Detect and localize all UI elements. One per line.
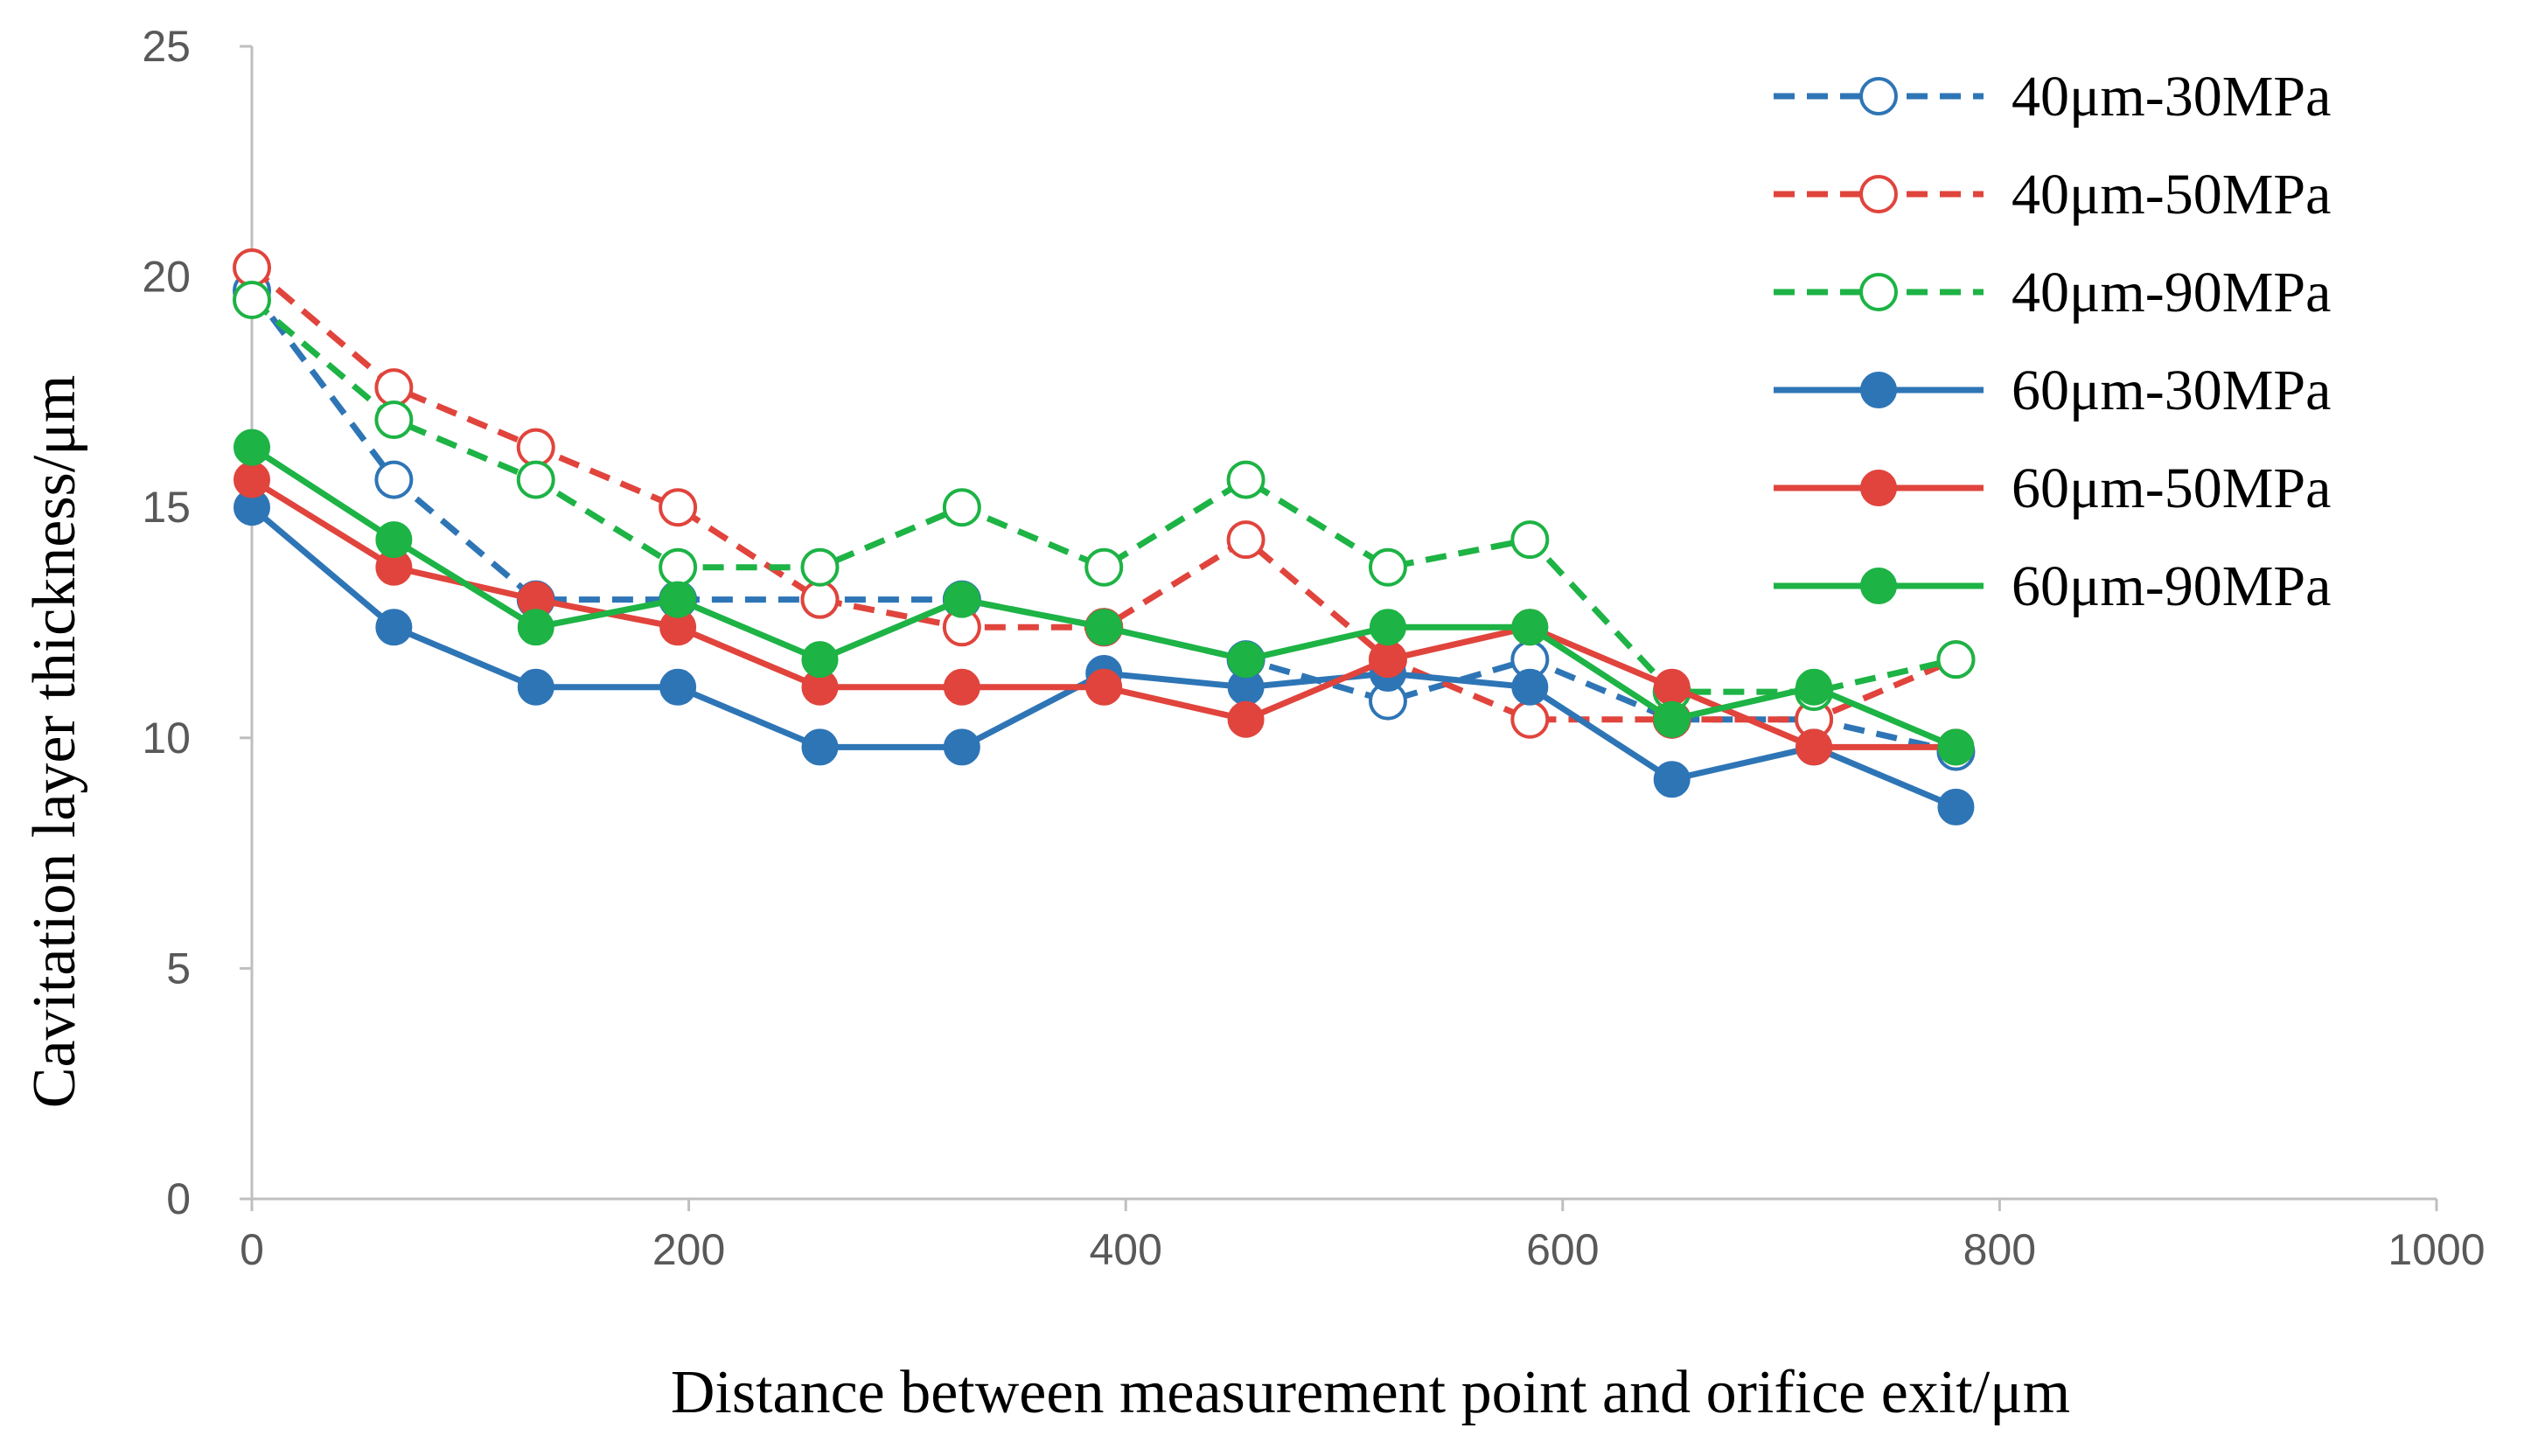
data-point bbox=[1369, 609, 1406, 646]
data-point bbox=[801, 641, 839, 679]
data-point bbox=[1653, 668, 1691, 706]
legend-label: 40μm-30MPa bbox=[2012, 65, 2331, 129]
legend-marker bbox=[1860, 372, 1897, 408]
data-point bbox=[517, 668, 554, 706]
legend: 40μm-30MPa 40μm-50MPa 40μm-90MPa 60μm-30MPa… bbox=[1774, 65, 2331, 618]
legend-item-60um-30mpa: 60μm-30MPa bbox=[1774, 359, 2331, 422]
data-point bbox=[1510, 700, 1550, 739]
data-point bbox=[1937, 728, 1975, 766]
data-point bbox=[1085, 668, 1123, 706]
data-point bbox=[800, 580, 840, 619]
legend-item-60um-50mpa: 60μm-50MPa bbox=[1774, 456, 2331, 520]
data-point bbox=[374, 401, 414, 440]
legend-label: 40μm-50MPa bbox=[2012, 163, 2331, 226]
x-tick-label: 1000 bbox=[2388, 1225, 2485, 1274]
data-point bbox=[1369, 641, 1406, 679]
data-point bbox=[1795, 668, 1833, 706]
legend-marker bbox=[1859, 77, 1898, 115]
data-point bbox=[1937, 788, 1975, 826]
data-point bbox=[1653, 700, 1691, 738]
y-axis-title: Cavitation layer thickness/μm bbox=[21, 375, 88, 1108]
legend-item-60um-90mpa: 60μm-90MPa bbox=[1774, 554, 2331, 618]
legend-marker bbox=[1859, 175, 1898, 213]
data-point bbox=[1936, 640, 1976, 679]
data-point bbox=[516, 460, 555, 499]
y-tick-label: 25 bbox=[142, 22, 191, 71]
data-point bbox=[375, 609, 413, 646]
data-point bbox=[233, 280, 271, 319]
data-point bbox=[943, 668, 980, 706]
data-point bbox=[943, 581, 980, 618]
series-60um-30mpa bbox=[234, 489, 1975, 826]
data-point bbox=[942, 488, 981, 527]
data-point bbox=[1795, 728, 1833, 766]
data-point bbox=[659, 581, 697, 618]
legend-label: 60μm-90MPa bbox=[2012, 554, 2331, 618]
data-point bbox=[375, 521, 413, 559]
data-point bbox=[659, 547, 698, 587]
x-axis-ticks: 0 200 400 600 800 1000 bbox=[240, 1199, 2486, 1274]
y-axis-ticks: 0 5 10 15 20 25 bbox=[142, 22, 252, 1223]
y-tick-label: 15 bbox=[142, 483, 191, 532]
data-point bbox=[1368, 547, 1407, 587]
series-line bbox=[249, 265, 1957, 723]
legend-label: 60μm-30MPa bbox=[2012, 359, 2331, 422]
data-point bbox=[1227, 641, 1265, 679]
series-60um-90mpa bbox=[234, 428, 1975, 766]
data-point bbox=[1085, 609, 1123, 646]
legend-marker bbox=[1860, 568, 1897, 604]
data-point bbox=[659, 488, 698, 527]
legend-label: 60μm-50MPa bbox=[2012, 456, 2331, 520]
data-point bbox=[1653, 761, 1691, 798]
series-layer bbox=[233, 248, 1976, 826]
x-tick-label: 800 bbox=[1963, 1225, 2036, 1274]
data-point bbox=[943, 728, 980, 766]
data-point bbox=[374, 368, 414, 408]
data-point bbox=[800, 547, 840, 587]
x-tick-label: 200 bbox=[652, 1225, 725, 1274]
data-point bbox=[234, 428, 270, 466]
data-point bbox=[1226, 460, 1266, 499]
data-point bbox=[1511, 668, 1549, 706]
axes: 0 200 400 600 800 1000 0 5 10 15 20 25 bbox=[142, 22, 2485, 1274]
y-tick-label: 5 bbox=[166, 944, 191, 993]
legend-item-40um-90mpa: 40μm-90MPa bbox=[1774, 261, 2331, 324]
data-point bbox=[659, 668, 697, 706]
legend-item-40um-30mpa: 40μm-30MPa bbox=[1774, 65, 2331, 129]
data-point bbox=[234, 461, 270, 498]
data-point bbox=[374, 460, 414, 499]
data-point bbox=[1226, 520, 1266, 560]
data-point bbox=[1084, 547, 1124, 587]
y-tick-label: 20 bbox=[142, 253, 191, 302]
x-tick-label: 0 bbox=[240, 1225, 264, 1274]
data-point bbox=[516, 428, 555, 467]
legend-label: 40μm-90MPa bbox=[2012, 261, 2331, 324]
x-tick-label: 600 bbox=[1526, 1225, 1599, 1274]
data-point bbox=[1511, 609, 1549, 646]
data-point bbox=[517, 609, 554, 646]
x-axis-title: Distance between measurement point and o… bbox=[671, 1359, 2070, 1426]
data-point bbox=[1510, 520, 1550, 560]
data-point bbox=[233, 248, 271, 288]
data-point bbox=[1227, 700, 1265, 738]
legend-item-40um-50mpa: 40μm-50MPa bbox=[1774, 163, 2331, 226]
y-tick-label: 10 bbox=[142, 714, 191, 763]
legend-marker bbox=[1860, 470, 1897, 506]
data-point bbox=[801, 728, 839, 766]
legend-marker bbox=[1859, 273, 1898, 311]
y-tick-label: 0 bbox=[166, 1174, 191, 1223]
x-tick-label: 400 bbox=[1089, 1225, 1161, 1274]
